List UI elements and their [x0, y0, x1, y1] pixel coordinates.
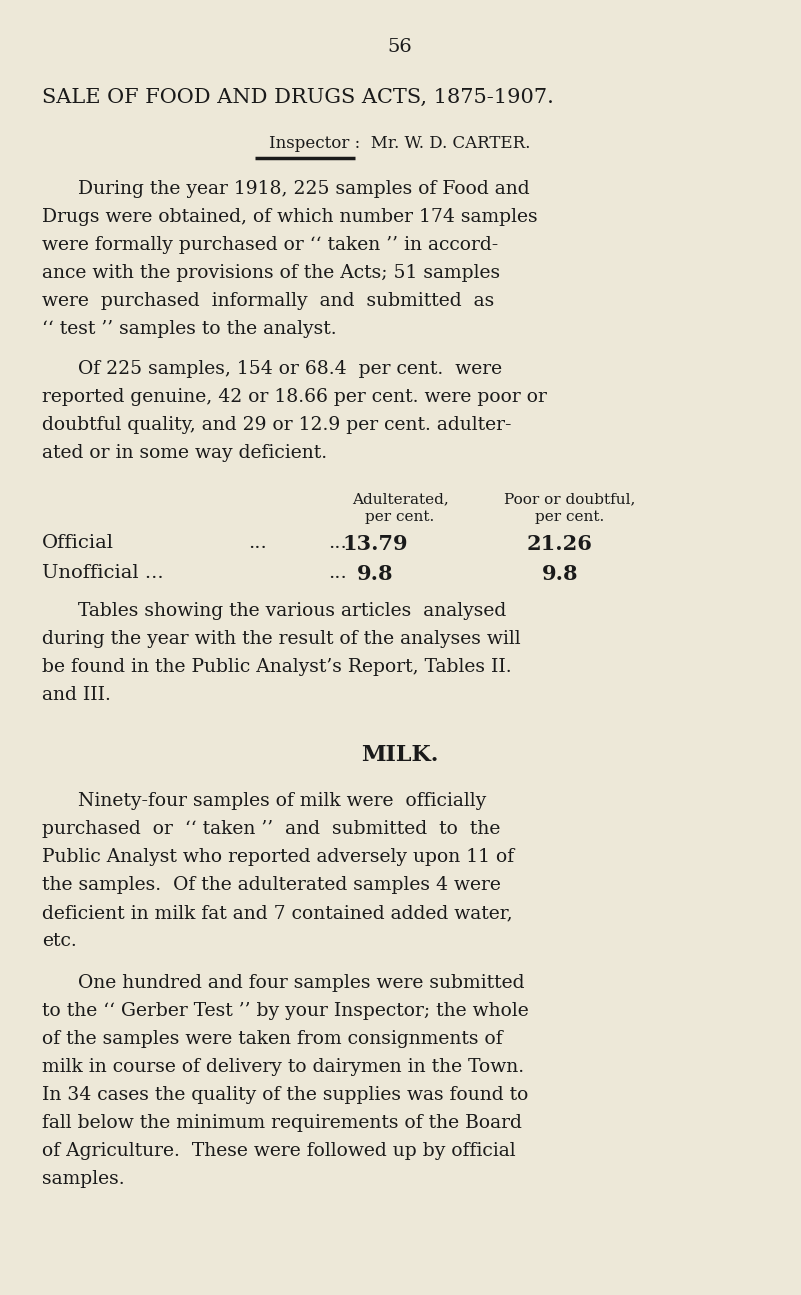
Text: 21.26: 21.26 — [527, 534, 593, 554]
Text: per cent.: per cent. — [365, 510, 435, 524]
Text: 56: 56 — [388, 38, 413, 56]
Text: ated or in some way deficient.: ated or in some way deficient. — [42, 444, 327, 462]
Text: purchased  or  ‘‘ taken ’’  and  submitted  to  the: purchased or ‘‘ taken ’’ and submitted t… — [42, 820, 501, 838]
Text: Inspector :  Mr. W. D. CARTER.: Inspector : Mr. W. D. CARTER. — [269, 135, 531, 152]
Text: to the ‘‘ Gerber Test ’’ by your Inspector; the whole: to the ‘‘ Gerber Test ’’ by your Inspect… — [42, 1002, 529, 1020]
Text: Of 225 samples, 154 or 68.4  per cent.  were: Of 225 samples, 154 or 68.4 per cent. we… — [78, 360, 502, 378]
Text: 9.8: 9.8 — [356, 565, 393, 584]
Text: Adulterated,: Adulterated, — [352, 492, 449, 506]
Text: doubtful quality, and 29 or 12.9 per cent. adulter-: doubtful quality, and 29 or 12.9 per cen… — [42, 416, 512, 434]
Text: were formally purchased or ‘‘ taken ’’ in accord-: were formally purchased or ‘‘ taken ’’ i… — [42, 236, 498, 254]
Text: MILK.: MILK. — [361, 745, 439, 767]
Text: ...: ... — [328, 534, 347, 552]
Text: 9.8: 9.8 — [541, 565, 578, 584]
Text: reported genuine, 42 or 18.66 per cent. were poor or: reported genuine, 42 or 18.66 per cent. … — [42, 388, 547, 407]
Text: Poor or doubtful,: Poor or doubtful, — [505, 492, 636, 506]
Text: During the year 1918, 225 samples of Food and: During the year 1918, 225 samples of Foo… — [78, 180, 529, 198]
Text: Ninety-four samples of milk were  officially: Ninety-four samples of milk were officia… — [78, 793, 486, 809]
Text: Public Analyst who reported adversely upon 11 of: Public Analyst who reported adversely up… — [42, 848, 514, 866]
Text: 13.79: 13.79 — [342, 534, 408, 554]
Text: be found in the Public Analyst’s Report, Tables II.: be found in the Public Analyst’s Report,… — [42, 658, 512, 676]
Text: milk in course of delivery to dairymen in the Town.: milk in course of delivery to dairymen i… — [42, 1058, 524, 1076]
Text: In 34 cases the quality of the supplies was found to: In 34 cases the quality of the supplies … — [42, 1087, 529, 1105]
Text: per cent.: per cent. — [535, 510, 605, 524]
Text: ...: ... — [328, 565, 347, 581]
Text: fall below the minimum requirements of the Board: fall below the minimum requirements of t… — [42, 1114, 522, 1132]
Text: ance with the provisions of the Acts; 51 samples: ance with the provisions of the Acts; 51… — [42, 264, 500, 282]
Text: deficient in milk fat and 7 contained added water,: deficient in milk fat and 7 contained ad… — [42, 904, 513, 922]
Text: One hundred and four samples were submitted: One hundred and four samples were submit… — [78, 974, 525, 992]
Text: Official: Official — [42, 534, 114, 552]
Text: SALE OF FOOD AND DRUGS ACTS, 1875-1907.: SALE OF FOOD AND DRUGS ACTS, 1875-1907. — [42, 88, 553, 107]
Text: samples.: samples. — [42, 1169, 125, 1188]
Text: Unofficial ...: Unofficial ... — [42, 565, 163, 581]
Text: Drugs were obtained, of which number 174 samples: Drugs were obtained, of which number 174… — [42, 208, 537, 227]
Text: were  purchased  informally  and  submitted  as: were purchased informally and submitted … — [42, 291, 494, 310]
Text: ‘‘ test ’’ samples to the analyst.: ‘‘ test ’’ samples to the analyst. — [42, 320, 336, 338]
Text: of the samples were taken from consignments of: of the samples were taken from consignme… — [42, 1030, 502, 1048]
Text: of Agriculture.  These were followed up by official: of Agriculture. These were followed up b… — [42, 1142, 516, 1160]
Text: Tables showing the various articles  analysed: Tables showing the various articles anal… — [78, 602, 506, 620]
Text: and III.: and III. — [42, 686, 111, 704]
Text: etc.: etc. — [42, 932, 77, 951]
Text: ...: ... — [248, 534, 267, 552]
Text: during the year with the result of the analyses will: during the year with the result of the a… — [42, 629, 521, 648]
Text: the samples.  Of the adulterated samples 4 were: the samples. Of the adulterated samples … — [42, 875, 501, 894]
